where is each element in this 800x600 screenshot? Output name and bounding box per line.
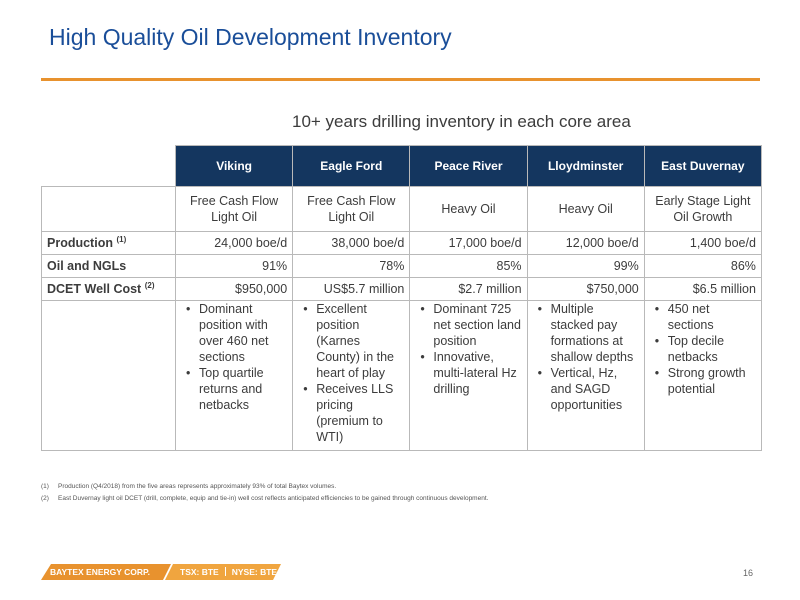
stock-tickers: TSX: BTE NYSE: BTE	[180, 567, 277, 577]
bullet-item: Vertical, Hz, and SAGD opportunities	[538, 365, 639, 413]
column-header: Viking	[174, 145, 294, 187]
brand-bar-shape	[41, 564, 281, 580]
asset-type-line: Heavy Oil	[558, 202, 613, 216]
column-header: Eagle Ford	[292, 145, 411, 187]
footnote-mark: (1)	[41, 483, 49, 490]
table-cell: $2.7 million	[409, 277, 528, 301]
highlights-cell: Dominant 725 net section land position I…	[409, 300, 528, 451]
bullet-item: Multiple stacked pay formations at shall…	[538, 302, 639, 366]
bullet-item: Innovative, multi-lateral Hz drilling	[420, 349, 521, 397]
table-cell: 12,000 boe/d	[526, 231, 645, 255]
bullet-item: Dominant position with over 460 net sect…	[186, 302, 287, 366]
row-label-empty	[41, 300, 176, 451]
asset-type-line: Free Cash Flow	[307, 194, 396, 208]
row-label-text: Production	[47, 236, 113, 251]
asset-type-line: Oil Growth	[673, 210, 733, 224]
asset-type-line: Light Oil	[328, 210, 375, 224]
bullet-item: Receives LLS pricing (premium to WTI)	[303, 381, 404, 445]
row-label: Oil and NGLs	[41, 254, 176, 278]
well-cost-row: DCET Well Cost (2) $950,000 US$5.7 milli…	[41, 277, 762, 301]
footnote-mark: (2)	[41, 495, 49, 502]
bullet-item: Dominant 725 net section land position	[420, 302, 521, 350]
table-subtitle: 10+ years drilling inventory in each cor…	[292, 112, 631, 131]
ticker-separator	[224, 567, 226, 576]
row-label-text: DCET Well Cost	[47, 282, 142, 297]
highlights-cell: Dominant position with over 460 net sect…	[174, 300, 294, 451]
footer-brand-bar	[41, 564, 281, 580]
header-corner	[41, 145, 176, 187]
bullet-item: Strong growth potential	[655, 365, 756, 397]
asset-type-line: Early Stage Light	[655, 194, 751, 208]
table-cell: 85%	[409, 254, 528, 278]
bullet-item: Top decile netbacks	[655, 333, 756, 365]
asset-type-line: Heavy Oil	[441, 202, 496, 216]
table-cell: 78%	[292, 254, 411, 278]
row-label-empty	[41, 186, 176, 232]
page-number: 16	[743, 568, 754, 578]
highlights-cell: 450 net sections Top decile netbacks Str…	[643, 300, 762, 451]
inventory-table: Viking Eagle Ford Peace River Lloydminst…	[41, 145, 762, 451]
table-cell: 86%	[643, 254, 762, 278]
highlights-row: Dominant position with over 460 net sect…	[41, 300, 762, 451]
asset-type-cell: Heavy Oil	[526, 186, 645, 232]
ticker-tsx: TSX: BTE	[180, 567, 219, 577]
asset-type-cell: Heavy Oil	[409, 186, 528, 232]
footnote-ref: (1)	[116, 235, 127, 245]
production-row: Production (1) 24,000 boe/d 38,000 boe/d…	[41, 231, 762, 255]
table-cell: $950,000	[174, 277, 294, 301]
table-cell: 99%	[526, 254, 645, 278]
footnote-text: Production (Q4/2018) from the five areas…	[58, 483, 337, 490]
asset-type-line: Light Oil	[211, 210, 258, 224]
column-header: East Duvernay	[643, 145, 762, 187]
row-label: DCET Well Cost (2)	[41, 277, 176, 301]
asset-type-cell: Free Cash Flow Light Oil	[292, 186, 411, 232]
footnote-ref: (2)	[144, 281, 155, 291]
company-logo-text: BAYTEX ENERGY CORP.	[50, 567, 150, 577]
footnote: (2) East Duvernay light oil DCET (drill, …	[41, 493, 488, 505]
table-cell: $750,000	[526, 277, 645, 301]
table-cell: $6.5 million	[643, 277, 762, 301]
table-cell: US$5.7 million	[292, 277, 411, 301]
footnote-text: East Duvernay light oil DCET (drill, com…	[58, 495, 489, 502]
ticker-nyse: NYSE: BTE	[231, 567, 278, 577]
table-cell: 17,000 boe/d	[409, 231, 528, 255]
footnotes: (1) Production (Q4/2018) from the five ar…	[41, 481, 488, 505]
bullet-item: Excellent position (Karnes County) in th…	[303, 302, 404, 382]
bullet-item: 450 net sections	[655, 302, 756, 334]
bullet-item: Top quartile returns and netbacks	[186, 365, 287, 413]
header-row: Viking Eagle Ford Peace River Lloydminst…	[41, 145, 762, 187]
asset-type-cell: Early Stage Light Oil Growth	[643, 186, 762, 232]
table-cell: 91%	[174, 254, 294, 278]
highlights-cell: Multiple stacked pay formations at shall…	[526, 300, 645, 451]
asset-type-cell: Free Cash Flow Light Oil	[174, 186, 294, 232]
table-cell: 24,000 boe/d	[174, 231, 294, 255]
slide-title: High Quality Oil Development Inventory	[49, 24, 452, 50]
row-label: Production (1)	[41, 231, 176, 255]
oil-ngl-row: Oil and NGLs 91% 78% 85% 99% 86%	[41, 254, 762, 278]
column-header: Peace River	[409, 145, 528, 187]
highlights-cell: Excellent position (Karnes County) in th…	[292, 300, 411, 451]
column-header: Lloydminster	[526, 145, 645, 187]
table-cell: 1,400 boe/d	[643, 231, 762, 255]
row-label-text: Oil and NGLs	[47, 259, 127, 273]
asset-type-line: Free Cash Flow	[189, 194, 279, 208]
title-divider	[41, 78, 760, 81]
asset-type-row: Free Cash Flow Light Oil Free Cash Flow Li…	[41, 186, 762, 232]
table-cell: 38,000 boe/d	[292, 231, 411, 255]
footnote: (1) Production (Q4/2018) from the five ar…	[41, 481, 488, 493]
